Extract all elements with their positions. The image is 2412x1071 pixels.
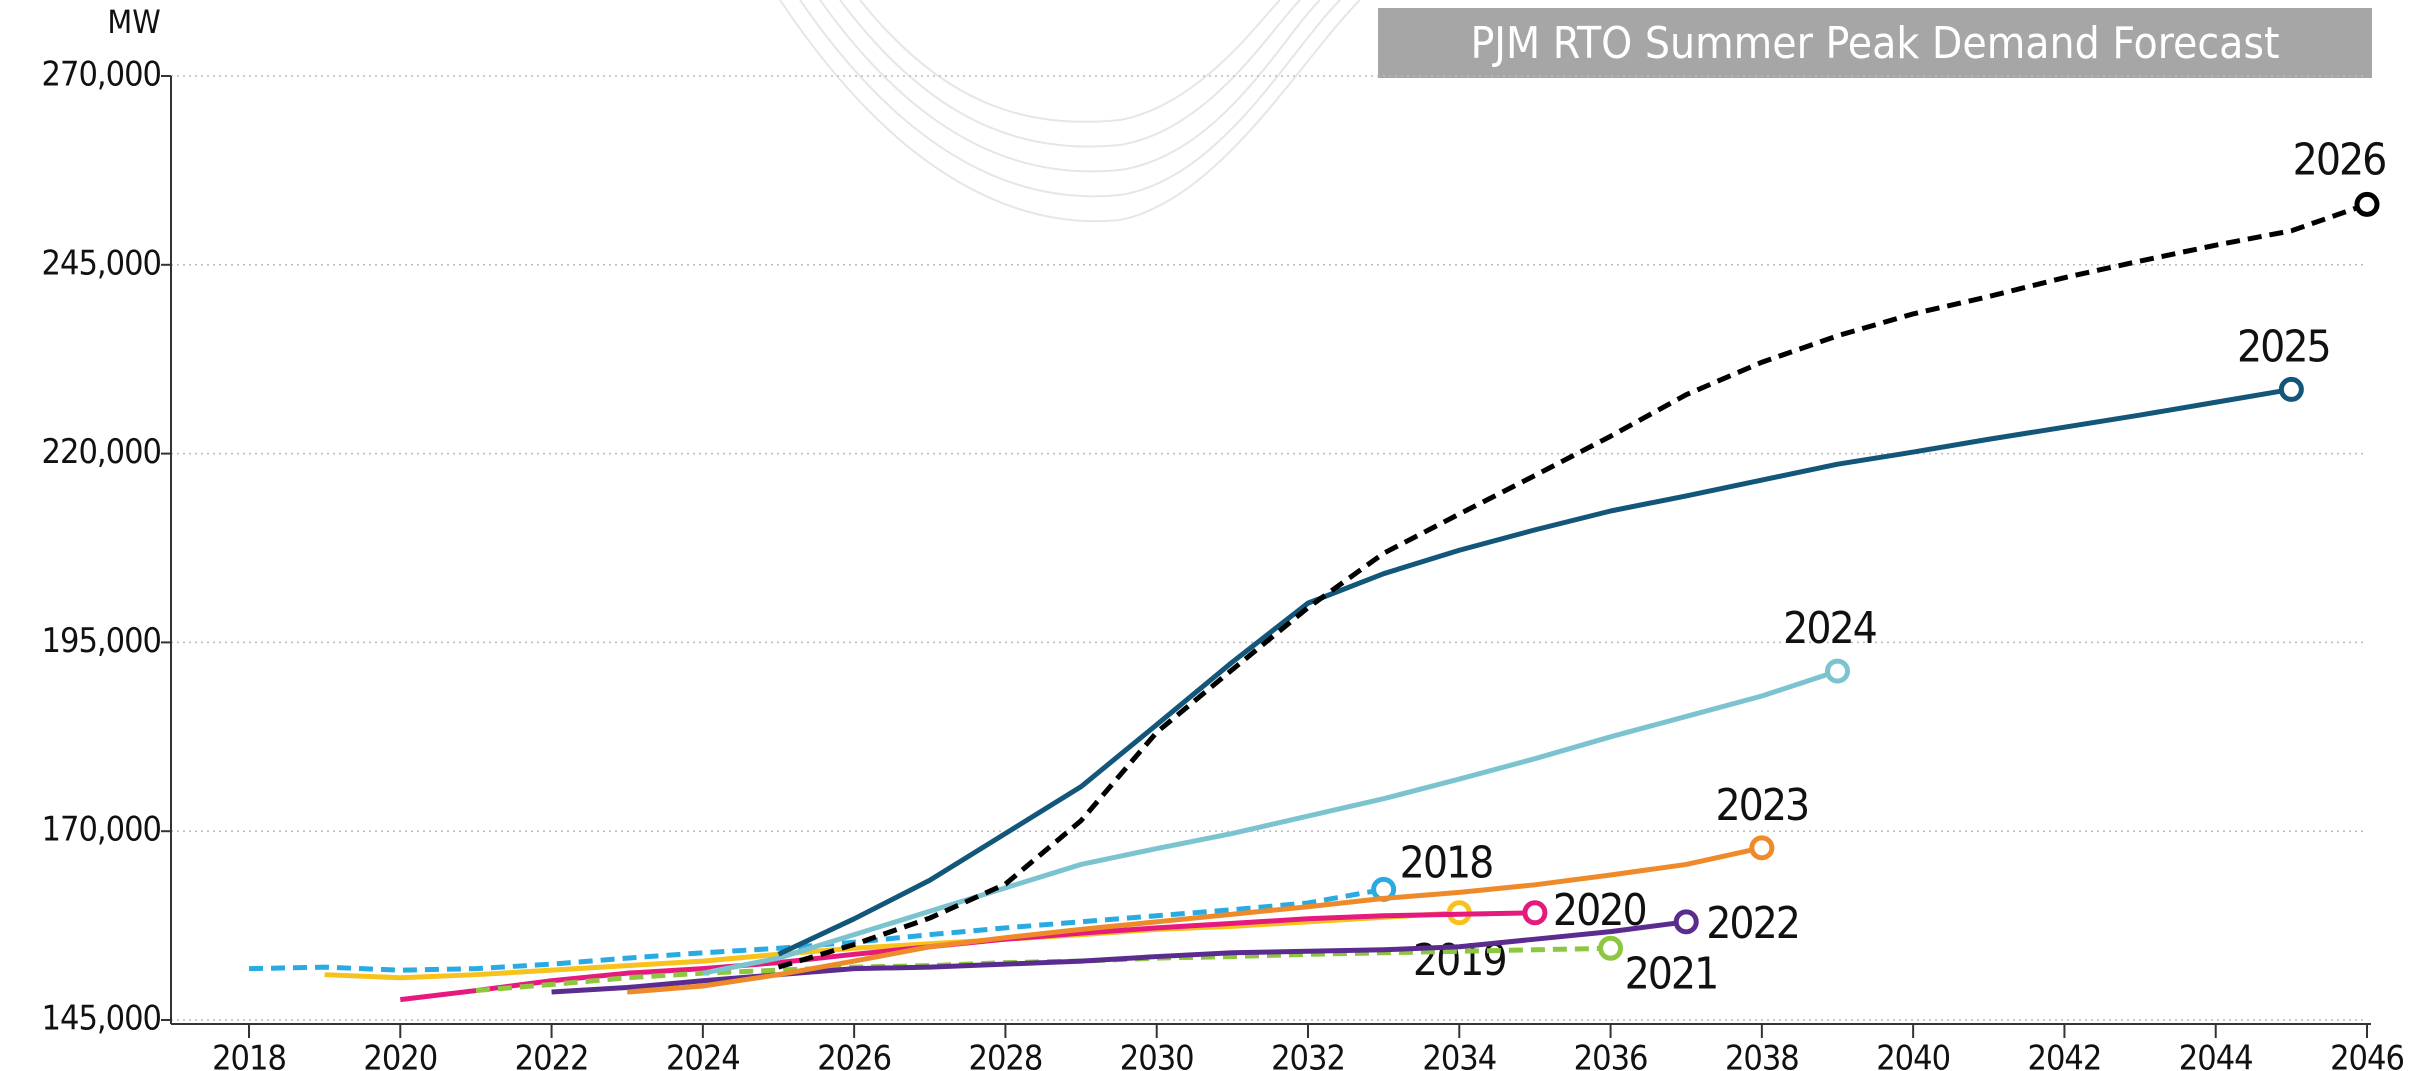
- series-label: 2026: [2293, 134, 2386, 185]
- series-label: 2025: [2237, 321, 2330, 372]
- end-marker: [1749, 835, 1775, 861]
- chart-title: PJM RTO Summer Peak Demand Forecast: [1470, 18, 2279, 69]
- x-tick-label: 2026: [817, 1039, 891, 1071]
- background-decoration: [779, 0, 1361, 223]
- title-box: [1378, 8, 2372, 78]
- series-line: [399, 910, 1535, 1003]
- series-line: [324, 910, 1460, 981]
- series-label: 2023: [1715, 780, 1808, 831]
- series-line: [475, 945, 1611, 994]
- y-tick-label: 195,000: [42, 621, 161, 661]
- y-axis-label: MW: [107, 3, 160, 41]
- end-marker: [2278, 376, 2304, 402]
- series-line: [702, 668, 1839, 976]
- x-tick-label: 2040: [1876, 1039, 1950, 1071]
- x-tick-label: 2032: [1271, 1039, 1345, 1071]
- x-tick-label: 2018: [212, 1039, 286, 1071]
- series-line: [248, 886, 1385, 973]
- end-marker: [1825, 658, 1850, 684]
- x-tick-label: 2030: [1120, 1039, 1194, 1071]
- x-tick-label: 2028: [969, 1039, 1043, 1071]
- series-label: 2024: [1783, 603, 1876, 654]
- series-label: 2022: [1706, 898, 1799, 949]
- x-tick-label: 2034: [1422, 1039, 1496, 1071]
- series-label: 2021: [1625, 948, 1718, 999]
- y-tick-label: 220,000: [42, 432, 161, 472]
- end-marker: [1598, 935, 1624, 961]
- series-line: [777, 202, 2368, 970]
- y-tick-label: 270,000: [42, 55, 161, 95]
- y-tick-label: 145,000: [42, 999, 161, 1039]
- x-tick-label: 2024: [666, 1039, 740, 1071]
- end-marker: [2354, 191, 2380, 217]
- y-tick-label: 245,000: [42, 243, 161, 283]
- series-line: [627, 845, 1763, 995]
- x-tick-label: 2020: [363, 1039, 437, 1071]
- series-line: [551, 919, 1687, 995]
- x-tick-label: 2046: [2330, 1039, 2404, 1071]
- x-tick-label: 2022: [515, 1039, 589, 1071]
- end-marker: [1673, 909, 1699, 935]
- x-tick-label: 2042: [2028, 1039, 2102, 1071]
- x-tick-label: 2044: [2179, 1039, 2253, 1071]
- series-label: 2018: [1400, 837, 1493, 888]
- x-tick-label: 2036: [1574, 1039, 1648, 1071]
- x-tick-label: 2038: [1725, 1039, 1799, 1071]
- end-marker: [1522, 900, 1548, 926]
- y-tick-label: 170,000: [42, 810, 161, 850]
- series-line: [777, 386, 2292, 957]
